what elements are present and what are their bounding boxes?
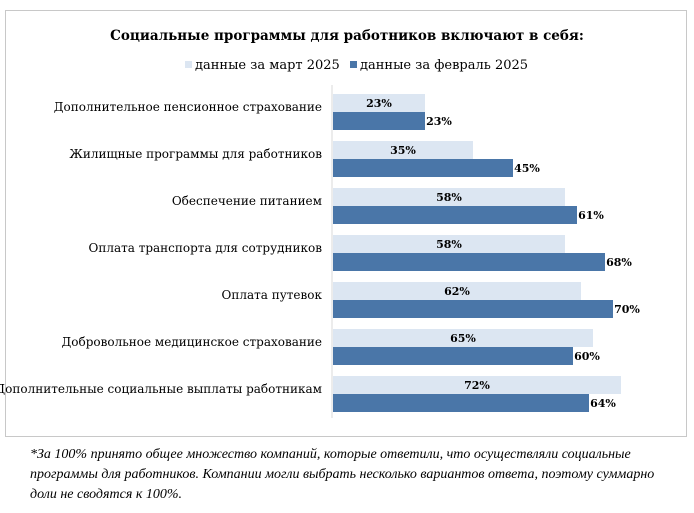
data-label: 60%: [574, 350, 600, 363]
footnote: *За 100% принято общее множество компани…: [30, 447, 655, 502]
bar-march: [333, 188, 565, 206]
data-label: 65%: [450, 332, 476, 345]
data-label: 70%: [614, 303, 640, 316]
data-label: 72%: [464, 379, 490, 392]
data-label: 58%: [436, 191, 462, 204]
bar-march: [333, 376, 621, 394]
category-label: Оплата путевок: [222, 288, 323, 302]
category-labels: Дополнительное пенсионное страхование Жил…: [0, 100, 323, 396]
category-label: Обеспечение питанием: [172, 194, 322, 208]
bar-march: [333, 141, 473, 159]
category-label: Добровольное медицинское страхование: [62, 335, 322, 349]
bar-march: [333, 235, 565, 253]
data-label: 45%: [514, 162, 540, 175]
bar-february: [333, 347, 573, 365]
bars: 23% 23% 35% 45% 58% 61% 58% 68% 62% 70% 65% 60% 72% 6…: [333, 94, 640, 412]
data-label: 62%: [444, 285, 470, 298]
chart-frame: [5, 10, 687, 437]
bar-march: [333, 329, 593, 347]
data-label: 68%: [606, 256, 632, 269]
bar-march: [333, 94, 425, 112]
category-label: Жилищные программы для работников: [69, 147, 322, 161]
chart-title: Социальные программы для работников вклю…: [110, 28, 584, 44]
data-label: 35%: [390, 144, 416, 157]
bar-chart: Социальные программы для работников вклю…: [0, 28, 640, 418]
bar-february: [333, 300, 613, 318]
category-label: Дополнительное пенсионное страхование: [54, 100, 322, 114]
data-label: 64%: [590, 397, 616, 410]
data-label: 23%: [426, 115, 452, 128]
bar-february: [333, 159, 513, 177]
legend-swatch-1: [185, 61, 192, 68]
bar-march: [333, 282, 581, 300]
legend-label-1: данные за март 2025: [195, 58, 340, 73]
bar-february: [333, 394, 589, 412]
bar-february: [333, 112, 425, 130]
category-label: Оплата транспорта для сотрудников: [88, 241, 322, 255]
legend-label-2: данные за февраль 2025: [360, 58, 528, 73]
bar-february: [333, 206, 577, 224]
category-label: Дополнительные социальные выплаты работн…: [0, 382, 322, 396]
legend: данные за март 2025 данные за февраль 202…: [185, 58, 528, 73]
bar-february: [333, 253, 605, 271]
data-label: 23%: [366, 97, 392, 110]
data-label: 58%: [436, 238, 462, 251]
data-label: 61%: [578, 209, 604, 222]
legend-swatch-2: [350, 61, 357, 68]
